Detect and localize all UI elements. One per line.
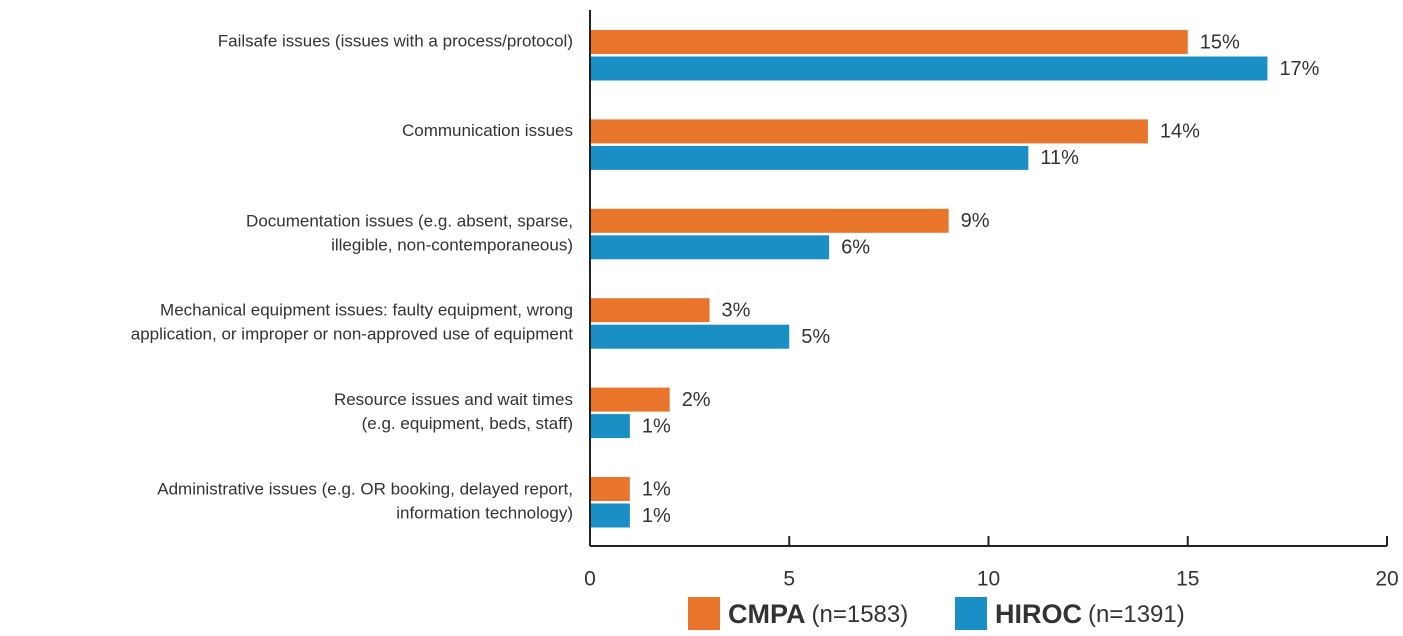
value-label: 6% (841, 237, 870, 259)
category-label: (e.g. equipment, beds, staff) (362, 414, 573, 433)
legend-note: (n=1583) (812, 601, 909, 628)
category-label: information technology) (396, 503, 573, 522)
legend-swatch (688, 597, 720, 630)
bar (590, 145, 1029, 170)
legend-name: HIROC (995, 599, 1082, 629)
legend-label: HIROC (n=1391) (995, 599, 1185, 629)
bar (590, 298, 710, 323)
legend-label: CMPA (n=1583) (728, 599, 908, 629)
legend-swatch (955, 597, 987, 630)
legend-name: CMPA (728, 599, 806, 629)
x-tick-label: 10 (977, 568, 1000, 591)
category-label: Administrative issues (e.g. OR booking, … (157, 479, 573, 498)
value-label: 14% (1160, 121, 1200, 143)
value-label: 3% (722, 299, 751, 321)
value-label: 5% (801, 326, 830, 348)
bar (590, 477, 630, 501)
x-tick-label: 20 (1375, 568, 1398, 591)
category-label: application, or improper or non-approved… (131, 325, 574, 344)
category-label: Mechanical equipment issues: faulty equi… (160, 301, 573, 320)
value-label: 1% (642, 415, 671, 437)
x-tick-label: 0 (584, 568, 596, 591)
category-label: Failsafe issues (issues with a process/p… (218, 31, 573, 50)
bar (590, 30, 1188, 54)
value-label: 1% (642, 505, 671, 527)
value-label: 2% (682, 389, 711, 411)
bar (590, 208, 949, 233)
category-label: illegible, non-contemporaneous) (331, 235, 573, 254)
x-tick-label: 15 (1176, 568, 1199, 591)
value-label: 9% (961, 210, 990, 232)
bar (590, 503, 630, 528)
category-label: Communication issues (402, 121, 573, 140)
legend-note: (n=1391) (1088, 601, 1185, 628)
value-label: 15% (1200, 31, 1240, 53)
value-label: 1% (642, 478, 671, 500)
bar (590, 119, 1148, 144)
value-label: 11% (1040, 147, 1079, 169)
bar (590, 324, 790, 349)
x-tick-label: 5 (783, 568, 795, 591)
bar (590, 56, 1268, 81)
category-label: Documentation issues (e.g. absent, spars… (246, 211, 573, 230)
bar (590, 235, 830, 260)
category-label: Resource issues and wait times (334, 390, 573, 409)
value-label: 17% (1279, 58, 1319, 80)
bar (590, 414, 630, 439)
bar (590, 387, 670, 412)
